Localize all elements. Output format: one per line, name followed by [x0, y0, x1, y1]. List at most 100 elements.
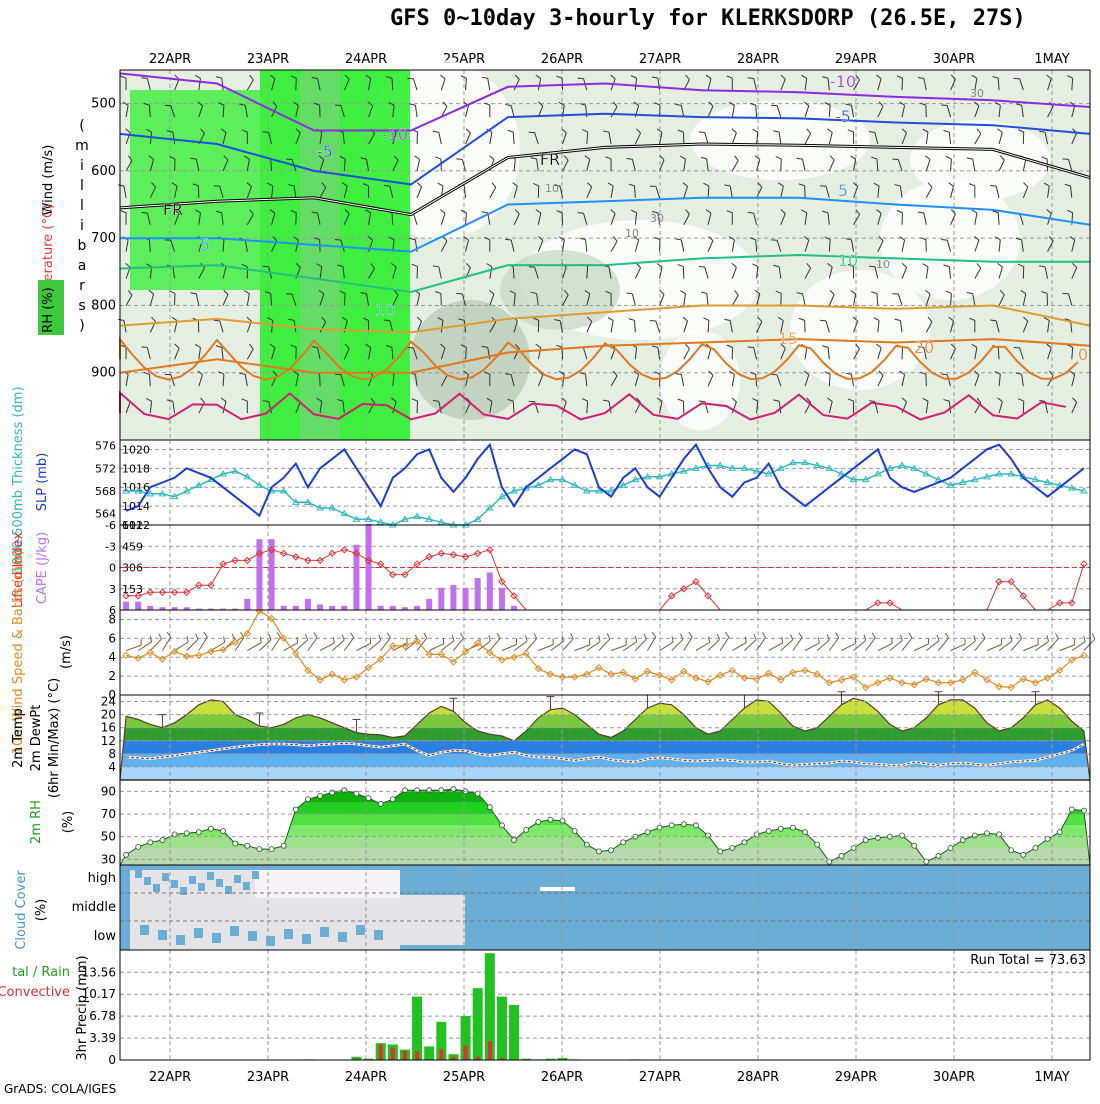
wind10m-panel: [120, 608, 1095, 695]
cloud-clear-region: [400, 895, 465, 945]
wind-barb: [1048, 633, 1059, 650]
contour-label: FR: [540, 150, 560, 169]
axis-label-part: 2m Temp: [11, 708, 26, 768]
rh-band: [120, 791, 1090, 802]
rh-point: [912, 843, 917, 848]
rh-point: [621, 840, 626, 845]
precip-convective-bar: [403, 1051, 407, 1060]
precip-panel: Run Total = 73.63: [120, 950, 1090, 1060]
cloud-fragment: [252, 871, 259, 879]
barb-flag: [387, 633, 390, 638]
barb-shaft: [841, 643, 855, 650]
barb-flag: [196, 634, 198, 639]
barb-flag: [269, 634, 271, 640]
rh-point: [342, 788, 347, 793]
bottom-date-label: 24APR: [345, 1070, 387, 1085]
barb-flag: [350, 633, 353, 638]
barb-flag: [855, 637, 856, 643]
cloud-fragment: [234, 875, 241, 883]
rh-point: [766, 829, 771, 834]
rh-point: [1021, 852, 1026, 857]
wind-barb: [526, 633, 536, 650]
cloud-fragment: [320, 927, 329, 937]
barb-flag: [941, 105, 947, 106]
barb-shaft: [587, 642, 600, 651]
barb-shaft: [356, 643, 370, 650]
barb-flag: [333, 637, 334, 643]
wind-barb: [647, 632, 655, 650]
precip-convective-bar: [391, 1048, 395, 1060]
rh-point: [875, 835, 880, 840]
pressure-tick-label: 900: [91, 366, 116, 381]
barb-shaft: [635, 639, 646, 651]
wind-barb: [599, 634, 610, 651]
pressure-tick-label: 700: [91, 231, 116, 246]
wind-barb: [490, 633, 500, 651]
wind-barb: [356, 637, 370, 650]
top-date-label: 26APR: [541, 52, 583, 67]
cape-bar: [317, 604, 323, 610]
footer-credit: GrADS: COLA/IGES: [4, 1082, 116, 1096]
wind-barb: [902, 633, 912, 651]
rh-moist-region: [130, 90, 260, 290]
top-date-label: 23APR: [247, 52, 289, 67]
wind-barb: [878, 638, 892, 651]
temp-tick-label: 20: [101, 708, 116, 722]
wind10m-unit-label: (m/s): [59, 635, 74, 669]
rh2m-axis-label: 2m RH: [29, 800, 44, 844]
precip-total-bar: [509, 1005, 519, 1060]
axis-label-part: RH (%): [41, 287, 56, 332]
contour-label: -5: [835, 107, 851, 126]
barb-shaft: [914, 644, 929, 651]
axis-label-part: CAPE (J/kg): [35, 532, 50, 604]
precip-tick-label: 3.39: [89, 1031, 116, 1045]
barb-flag: [699, 132, 705, 133]
barb-shaft: [175, 642, 189, 650]
contour-label: 15: [778, 329, 798, 348]
barb-flag: [745, 637, 746, 643]
pressure-tick-label: 500: [91, 97, 116, 112]
top-date-label: 24APR: [345, 52, 387, 67]
cloud-fragment: [266, 936, 275, 946]
wind-barb: [1060, 639, 1075, 651]
rh-contour-label: 30: [970, 87, 984, 100]
rh-point: [136, 844, 141, 849]
barb-shaft: [272, 637, 281, 650]
barb-shaft: [732, 643, 746, 651]
barb-flag: [187, 636, 188, 642]
barb-shaft: [502, 644, 517, 650]
pressure-axis-label-letter: b: [78, 238, 87, 254]
rh-point: [730, 846, 735, 851]
barb-shaft: [805, 643, 819, 651]
barb-flag: [946, 633, 949, 638]
rh-point: [354, 791, 359, 796]
contour-label: 20: [914, 338, 934, 357]
rh-point: [439, 788, 444, 793]
cloud-fragment: [540, 887, 575, 891]
barb-flag: [578, 213, 584, 214]
barb-flag: [818, 637, 819, 643]
wind-barb: [805, 637, 819, 650]
barb-flag: [762, 632, 765, 637]
wind-barb: [344, 633, 353, 651]
barb-flag: [1084, 636, 1085, 642]
barb-flag: [204, 632, 208, 637]
temp-tick-label: 12: [101, 734, 116, 748]
rh2m-unit-label: (%): [61, 811, 76, 834]
cloud-fragment: [158, 930, 167, 940]
cape-bar: [135, 602, 141, 610]
wind-barb: [987, 638, 1002, 650]
contour-label: 10: [375, 301, 395, 320]
rh-point: [706, 833, 711, 838]
barb-shaft: [1084, 639, 1095, 651]
bottom-date-label: 27APR: [639, 1070, 681, 1085]
rh-point: [536, 819, 541, 824]
cape-bar: [293, 606, 299, 610]
wind-tick-label: 2: [108, 669, 116, 683]
barb-shaft: [247, 643, 261, 651]
rh-point: [681, 822, 686, 827]
barb-shaft: [1072, 642, 1085, 651]
cape-bar: [438, 588, 444, 610]
cloud-axis-label: Cloud Cover: [14, 870, 29, 950]
